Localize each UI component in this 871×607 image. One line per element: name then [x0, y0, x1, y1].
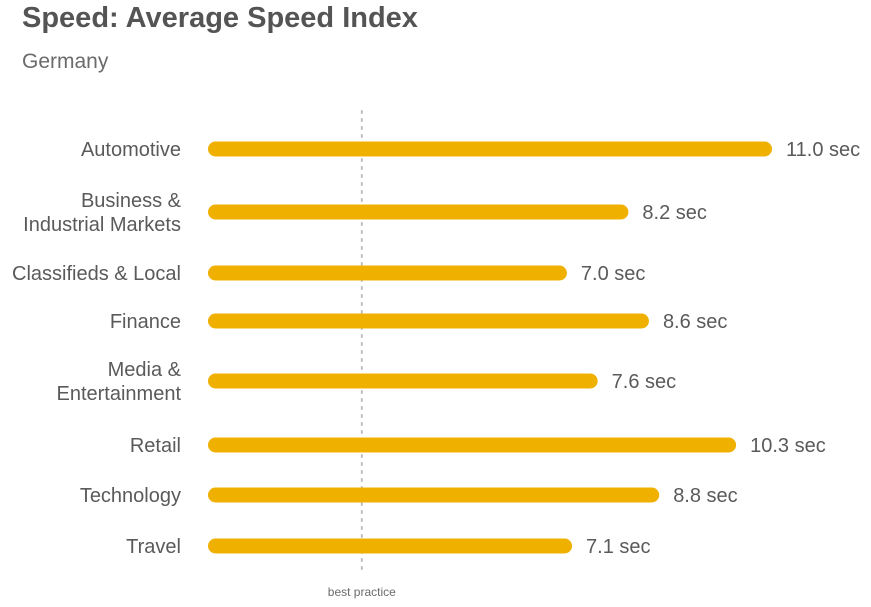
- bar: [208, 538, 573, 554]
- bar: [208, 437, 737, 453]
- bar: [208, 265, 567, 281]
- bar: [208, 373, 598, 389]
- value-label: 8.2 sec: [642, 202, 706, 224]
- value-label: 8.6 sec: [663, 311, 727, 333]
- value-label: 7.0 sec: [581, 263, 645, 285]
- value-label: 7.6 sec: [612, 371, 676, 393]
- category-label: Industrial Markets: [23, 214, 181, 236]
- value-label: 7.1 sec: [586, 536, 650, 558]
- best-practice-label: best practice: [328, 585, 396, 599]
- category-label: Entertainment: [56, 383, 181, 405]
- category-label: Media &: [108, 359, 182, 381]
- bar: [208, 204, 629, 220]
- bar: [208, 141, 772, 157]
- value-label: 8.8 sec: [673, 485, 737, 507]
- category-label: Finance: [110, 311, 181, 333]
- category-label: Travel: [126, 536, 181, 558]
- value-label: 11.0 sec: [786, 139, 860, 161]
- chart-subtitle: Germany: [22, 50, 109, 73]
- category-label: Automotive: [81, 139, 181, 161]
- chart-title: Speed: Average Speed Index: [22, 2, 418, 34]
- category-label: Classifieds & Local: [12, 263, 181, 285]
- bar: [208, 313, 649, 329]
- value-label: 10.3 sec: [750, 435, 826, 457]
- category-label: Technology: [80, 485, 181, 507]
- bar: [208, 487, 660, 503]
- category-label: Retail: [130, 435, 181, 457]
- category-label: Business &: [81, 190, 182, 212]
